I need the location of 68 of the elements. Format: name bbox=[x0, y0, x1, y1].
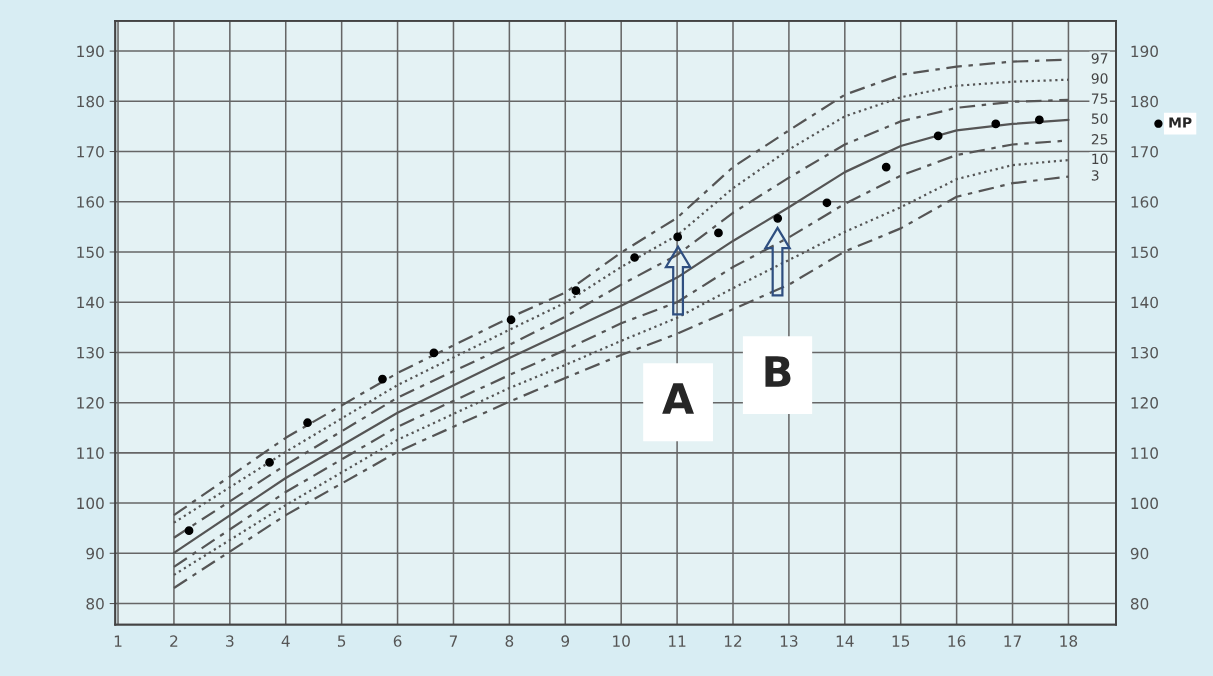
series-label: 75 bbox=[1091, 93, 1108, 104]
y-tick-label: 180 bbox=[77, 95, 104, 108]
point bbox=[378, 374, 387, 384]
x-tick-label: 18 bbox=[1060, 635, 1078, 647]
y-tick-label: 160 bbox=[77, 196, 104, 208]
y2-tick-label: 150 bbox=[1131, 246, 1158, 258]
y2-tick-label: 190 bbox=[1131, 45, 1158, 58]
y2-tick-label: 130 bbox=[1131, 346, 1158, 359]
series-label: 90 bbox=[1091, 73, 1108, 84]
x-tick-label: 6 bbox=[393, 635, 402, 647]
point bbox=[571, 286, 581, 296]
y2-tick-label: 160 bbox=[1131, 196, 1158, 208]
x-tick-label: 7 bbox=[449, 635, 458, 647]
y-tick-label: 130 bbox=[77, 346, 104, 359]
x-tick-label: 17 bbox=[1004, 635, 1021, 647]
point bbox=[184, 526, 194, 536]
y2-tick-label: 90 bbox=[1130, 547, 1149, 560]
y-tick-label: 110 bbox=[77, 447, 104, 459]
x-tick-label: 4 bbox=[281, 635, 290, 647]
series-label: 3 bbox=[1091, 170, 1099, 181]
point bbox=[265, 458, 274, 467]
y-tick-label: 170 bbox=[77, 146, 104, 158]
point bbox=[303, 418, 312, 428]
point bbox=[506, 315, 516, 325]
x-tick-label: 13 bbox=[780, 635, 798, 647]
x-tick-label: 10 bbox=[613, 635, 630, 647]
x-tick-label: 8 bbox=[505, 635, 514, 647]
point bbox=[673, 232, 683, 242]
point bbox=[991, 119, 1001, 129]
y-tick-label: 150 bbox=[77, 246, 104, 258]
series-label: 97 bbox=[1091, 53, 1108, 64]
x-tick-label: 14 bbox=[836, 635, 854, 647]
x-tick-label: 16 bbox=[948, 635, 966, 647]
y-tick-label: 140 bbox=[77, 296, 104, 309]
annotation: B bbox=[765, 356, 791, 387]
y-tick-label: 190 bbox=[77, 45, 104, 58]
x-tick-label: 9 bbox=[561, 635, 570, 647]
x-tick-label: 11 bbox=[669, 635, 686, 647]
y2-tick-label: 170 bbox=[1131, 146, 1158, 158]
y-tick-label: 120 bbox=[77, 397, 104, 409]
x-tick-label: 15 bbox=[892, 635, 910, 647]
x-tick-label: 12 bbox=[724, 635, 742, 647]
text: MP bbox=[1169, 117, 1192, 128]
y-tick-label: 100 bbox=[77, 497, 104, 510]
point bbox=[881, 162, 891, 172]
point bbox=[933, 131, 943, 141]
series-label: 10 bbox=[1092, 153, 1108, 165]
annotation: A bbox=[662, 383, 694, 414]
y2-tick-label: 180 bbox=[1131, 95, 1158, 108]
y2-tick-label: 80 bbox=[1130, 598, 1149, 610]
point bbox=[429, 348, 439, 358]
y2-tick-label: 140 bbox=[1131, 296, 1158, 309]
y-tick-label: 90 bbox=[86, 547, 104, 560]
point bbox=[1034, 115, 1044, 125]
series-label: 25 bbox=[1091, 134, 1108, 145]
point bbox=[822, 198, 832, 208]
y2-tick-label: 120 bbox=[1131, 397, 1158, 409]
point bbox=[773, 213, 783, 223]
y-tick-label: 80 bbox=[86, 598, 104, 610]
x-tick-label: 1 bbox=[114, 635, 122, 647]
x-tick-label: 5 bbox=[337, 635, 346, 647]
series-label: 50 bbox=[1091, 113, 1108, 124]
y2-tick-label: 100 bbox=[1131, 497, 1158, 510]
point bbox=[714, 228, 723, 238]
x-tick-label: 3 bbox=[226, 635, 234, 647]
y2-tick-label: 110 bbox=[1131, 447, 1158, 459]
point bbox=[630, 253, 639, 262]
x-tick-label: 2 bbox=[170, 635, 178, 647]
